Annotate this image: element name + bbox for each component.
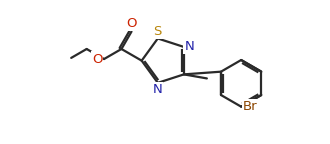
Text: N: N (184, 40, 194, 53)
Text: O: O (92, 53, 102, 66)
Text: Br: Br (243, 100, 257, 113)
Text: O: O (126, 17, 137, 30)
Text: N: N (152, 84, 162, 96)
Text: S: S (153, 25, 162, 38)
